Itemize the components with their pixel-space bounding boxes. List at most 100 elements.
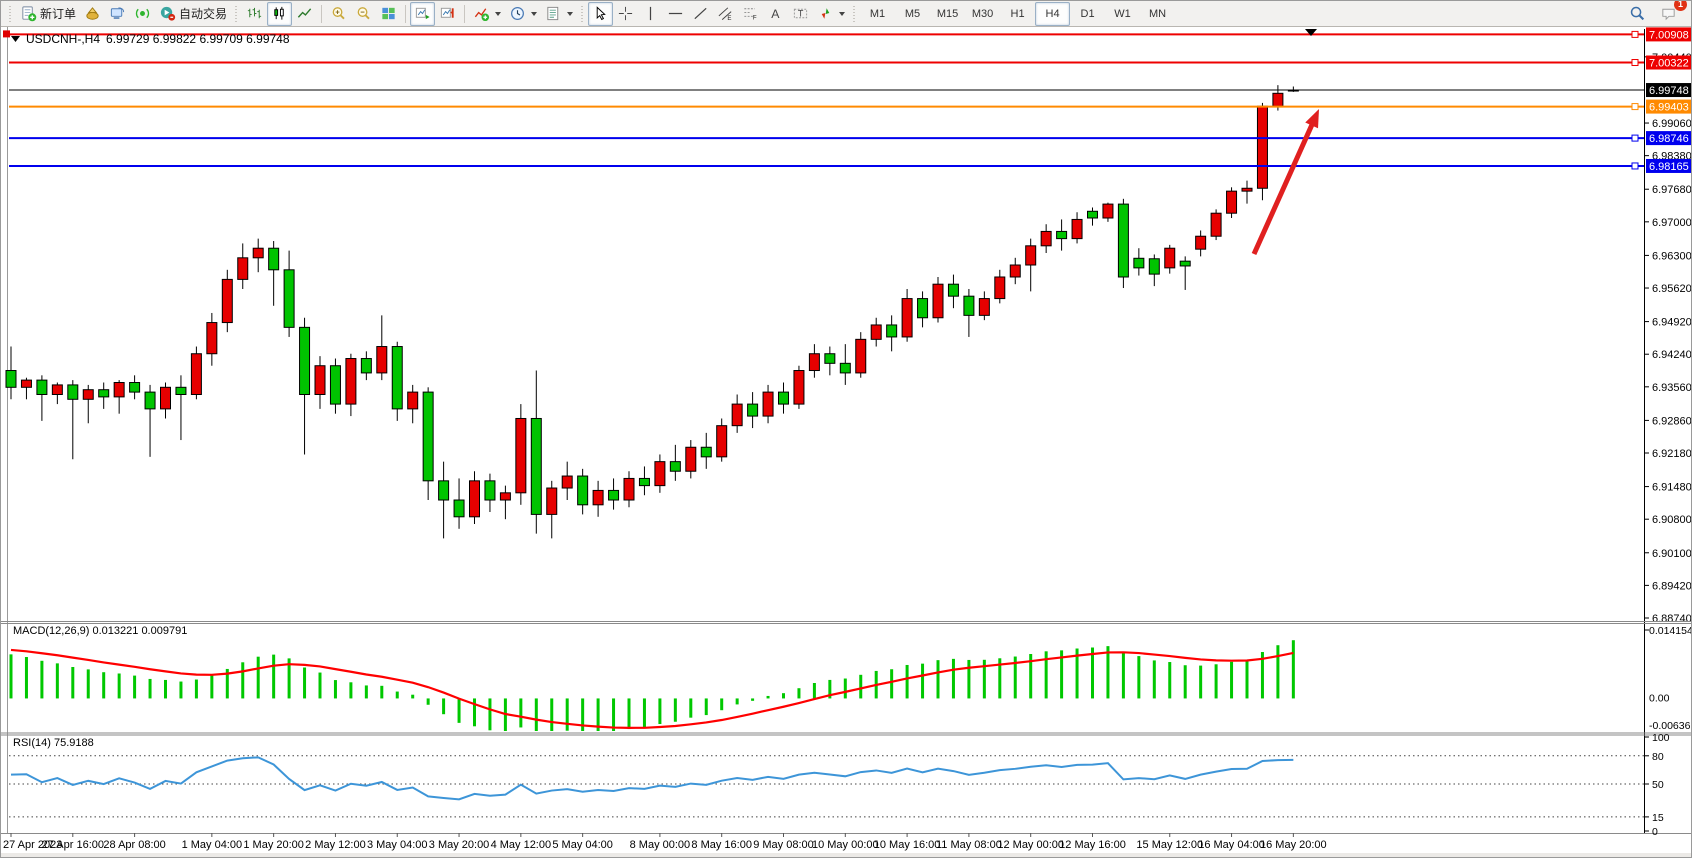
hline-handle[interactable] [1631, 134, 1639, 142]
fibonacci-button[interactable]: F [738, 2, 763, 26]
bar-chart-button[interactable] [242, 2, 267, 26]
text-label-button[interactable]: T [788, 2, 813, 26]
candle [592, 489, 604, 506]
terminal-icon [110, 7, 125, 19]
candle [947, 283, 959, 297]
time-axis-label: 12 May 16:00 [1059, 839, 1126, 851]
timeframe-button-mn[interactable]: MN [1148, 7, 1167, 20]
timeframe-button-d1[interactable]: D1 [1080, 7, 1095, 20]
crosshair-button[interactable] [613, 2, 638, 26]
timeframe-button-m15[interactable]: M15 [936, 7, 959, 20]
candle [5, 370, 17, 388]
channel-button[interactable]: E [713, 2, 738, 26]
line-anchor-marker[interactable] [1305, 29, 1317, 36]
text-label-icon: T [793, 8, 808, 18]
line-chart-button[interactable] [292, 2, 317, 26]
candle [129, 382, 141, 393]
hline-handle[interactable] [1631, 103, 1639, 111]
price-axis[interactable]: 7.004406.990606.983806.976806.970006.963… [1644, 52, 1692, 625]
trendline-button[interactable] [688, 2, 713, 26]
signal-button[interactable] [130, 2, 155, 26]
terminal-button[interactable] [105, 2, 130, 26]
candle [932, 283, 944, 319]
templates-button[interactable] [541, 2, 577, 26]
trend-arrow-annotation[interactable] [1251, 120, 1316, 256]
periods-button[interactable] [505, 2, 541, 26]
zoom-in-button[interactable] [326, 2, 351, 26]
time-axis-label: 16 May 20:00 [1260, 839, 1327, 851]
annotations[interactable] [1251, 29, 1319, 256]
svg-text:0: 0 [1652, 826, 1658, 838]
auto-scroll-button[interactable] [410, 1, 436, 26]
svg-text:6.92860: 6.92860 [1652, 415, 1692, 427]
toolbar-grip[interactable] [234, 5, 240, 22]
toolbar-grip[interactable] [580, 5, 586, 22]
notification-badge: 1 [1674, 1, 1687, 11]
candle [499, 492, 511, 501]
candle [67, 384, 79, 400]
candle [20, 379, 32, 388]
candle [376, 346, 388, 374]
macd-indicator: 0.014154 0.00 -0.006362 [9, 625, 1692, 732]
chart-symbol-period: USDCNH-,H4 [26, 32, 101, 46]
search-button[interactable] [1625, 2, 1650, 26]
current-price-label: 6.99748 [1646, 83, 1691, 98]
timeframe-button-m5[interactable]: M5 [904, 7, 921, 20]
time-axis-label: 3 May 04:00 [367, 839, 428, 851]
auto-trading-icon [160, 6, 176, 21]
fibonacci-icon: F [744, 8, 757, 22]
hline-handle[interactable] [1631, 30, 1639, 38]
candle [623, 477, 635, 501]
candle [778, 391, 789, 405]
svg-text:0.014154: 0.014154 [1649, 625, 1692, 637]
cursor-button[interactable] [588, 1, 614, 26]
chart-canvas[interactable]: 7.004406.990606.983806.976806.970006.963… [1, 27, 1692, 853]
time-axis-label: 4 May 12:00 [491, 839, 552, 851]
svg-text:6.94240: 6.94240 [1652, 349, 1692, 361]
timeframe-button-h1[interactable]: H1 [1010, 7, 1025, 20]
timeframe-button-h4[interactable]: H4 [1035, 1, 1071, 26]
auto-scroll-icon [415, 7, 430, 20]
profile-button[interactable] [80, 2, 105, 26]
timeframe-button-w1[interactable]: W1 [1114, 7, 1131, 20]
candle [577, 475, 589, 506]
horizontal-lines[interactable]: 7.00908 7.00322 6.99403 6.98746 6.98165 6.997… [3, 27, 1692, 173]
chart-collapse-icon[interactable] [11, 35, 20, 43]
time-axis-label: 1 May 04:00 [182, 839, 243, 851]
time-axis-label: 1 May 20:00 [243, 839, 304, 851]
toolbar-grip[interactable] [852, 5, 858, 22]
text-icon: A [771, 7, 780, 21]
hline-handle[interactable] [1631, 162, 1639, 170]
text-button[interactable]: A [763, 2, 788, 26]
notifications-button[interactable]: 1 [1656, 1, 1687, 26]
candle [190, 353, 202, 395]
profile-icon [86, 7, 99, 20]
arrows-icon [821, 8, 830, 19]
candle [51, 384, 63, 395]
rsi-indicator: 100 80 50 15 0 [9, 732, 1670, 838]
candlestick-chart-button[interactable] [267, 1, 293, 26]
zoom-out-button[interactable] [351, 2, 376, 26]
hline-left-handle[interactable] [3, 30, 10, 38]
candle [1226, 190, 1238, 214]
auto-trading-button[interactable]: 自动交易 [155, 2, 231, 26]
arrows-button[interactable] [813, 2, 849, 26]
timeframe-button-m1[interactable]: M1 [869, 7, 886, 20]
hline-handle[interactable] [1631, 59, 1639, 67]
toolbar-grip[interactable] [8, 5, 13, 22]
vertical-line-button[interactable] [638, 2, 663, 26]
indicators-button[interactable] [469, 2, 505, 26]
tile-windows-button[interactable] [376, 2, 401, 26]
timeframe-button-m30[interactable]: M30 [971, 7, 994, 20]
chart-shift-button[interactable] [435, 2, 460, 26]
candle [1272, 92, 1284, 107]
rsi-indicator-label: RSI(14) 75.9188 [13, 737, 94, 749]
time-axis-label: 16 May 04:00 [1198, 839, 1265, 851]
candle [391, 346, 403, 410]
new-order-button[interactable]: 新订单 [16, 2, 80, 26]
candle [314, 365, 326, 395]
chart-shift-icon [440, 7, 454, 18]
horizontal-line-button[interactable] [663, 2, 688, 26]
trendline-icon [694, 7, 707, 20]
